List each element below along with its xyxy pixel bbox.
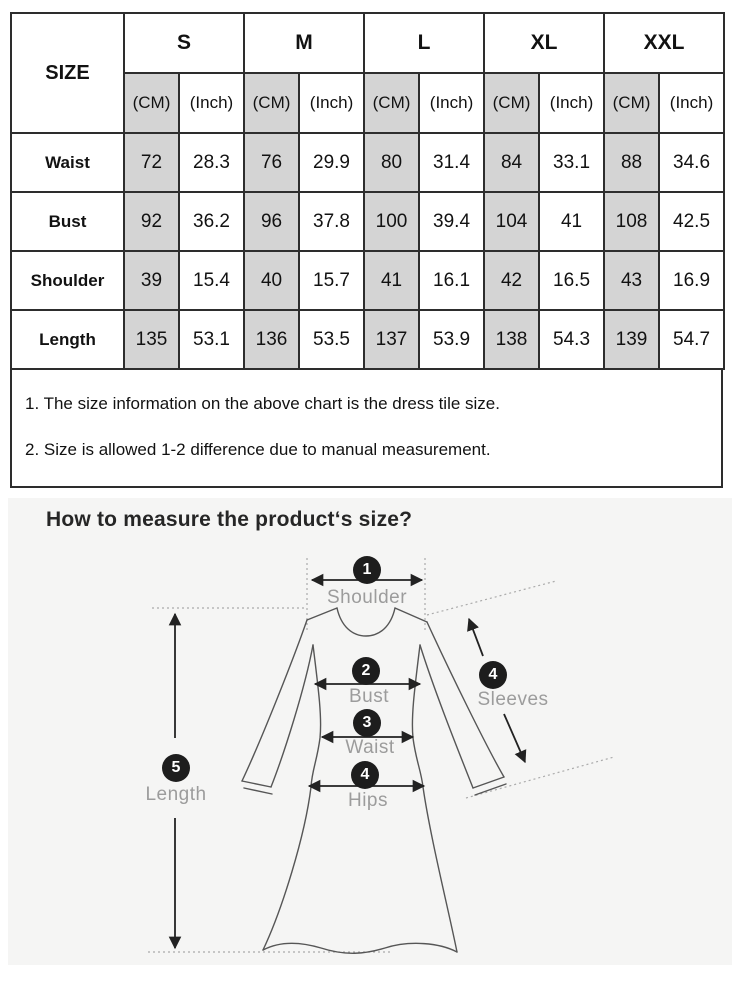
size-value-cell: 16.5 — [538, 250, 606, 311]
size-value-cell: 43 — [603, 250, 661, 311]
size-col-header-s: S — [122, 12, 246, 74]
size-value-cell: 100 — [363, 191, 421, 252]
measurement-arrows — [168, 573, 527, 950]
unit-header-cm: (CM) — [123, 72, 180, 134]
size-value-cell: 16.1 — [418, 250, 486, 311]
size-header-row: SIZE S M L XL XXL — [10, 12, 726, 134]
size-value-cell: 28.3 — [177, 132, 246, 193]
size-value-cell: 54.3 — [538, 309, 606, 370]
size-value-cell: 80 — [363, 132, 421, 193]
marker-label-shoulder: Shoulder — [326, 587, 408, 608]
marker-circle-length: 5 — [162, 754, 190, 782]
row-label-waist: Waist — [10, 132, 125, 193]
size-value-cell: 72 — [123, 132, 180, 193]
table-row-shoulder: Shoulder 39 15.4 40 15.7 41 16.1 42 16.5… — [10, 250, 726, 311]
size-value-cell: 15.7 — [298, 250, 366, 311]
size-corner-header: SIZE — [10, 12, 125, 134]
marker-label-waist: Waist — [345, 737, 395, 758]
size-value-cell: 39.4 — [418, 191, 486, 252]
size-value-cell: 88 — [603, 132, 661, 193]
marker-circle-shoulder: 1 — [353, 556, 381, 584]
table-row-waist: Waist 72 28.3 76 29.9 80 31.4 84 33.1 88… — [10, 132, 726, 193]
size-value-cell: 137 — [363, 309, 421, 370]
unit-header-inch: (Inch) — [658, 72, 726, 134]
size-value-cell: 139 — [603, 309, 661, 370]
size-value-cell: 29.9 — [298, 132, 366, 193]
unit-header-cm: (CM) — [363, 72, 421, 134]
size-value-cell: 138 — [483, 309, 541, 370]
size-value-cell: 34.6 — [658, 132, 726, 193]
unit-header-inch: (Inch) — [538, 72, 606, 134]
notes-box: 1. The size information on the above cha… — [10, 368, 723, 488]
marker-label-bust: Bust — [348, 686, 390, 707]
size-value-cell: 53.9 — [418, 309, 486, 370]
marker-circle-sleeves: 4 — [479, 661, 507, 689]
table-row-length: Length 135 53.1 136 53.5 137 53.9 138 54… — [10, 309, 726, 370]
table-row-bust: Bust 92 36.2 96 37.8 100 39.4 104 41 108… — [10, 191, 726, 252]
size-value-cell: 136 — [243, 309, 301, 370]
marker-circle-hips: 4 — [351, 761, 379, 789]
size-value-cell: 92 — [123, 191, 180, 252]
unit-header-inch: (Inch) — [177, 72, 246, 134]
unit-header-inch: (Inch) — [418, 72, 486, 134]
size-chart-table: SIZE S M L XL XXL (CM) (Inch) (CM) (Inch… — [10, 12, 726, 370]
dress-measurement-diagram — [148, 558, 615, 954]
unit-header-cm: (CM) — [243, 72, 301, 134]
row-label-shoulder: Shoulder — [10, 250, 125, 311]
measure-guide-title: How to measure the product‘s size? — [46, 508, 413, 531]
size-value-cell: 37.8 — [298, 191, 366, 252]
size-value-cell: 33.1 — [538, 132, 606, 193]
size-value-cell: 36.2 — [177, 191, 246, 252]
unit-header-inch: (Inch) — [298, 72, 366, 134]
note-1: 1. The size information on the above cha… — [25, 394, 500, 413]
marker-label-length: Length — [145, 784, 207, 805]
marker-circle-bust: 2 — [352, 657, 380, 685]
marker-label-sleeves: Sleeves — [477, 689, 549, 710]
size-value-cell: 84 — [483, 132, 541, 193]
size-value-cell: 108 — [603, 191, 661, 252]
marker-circle-waist: 3 — [353, 709, 381, 737]
size-value-cell: 15.4 — [177, 250, 246, 311]
size-value-cell: 54.7 — [658, 309, 726, 370]
dress-outline — [241, 607, 507, 954]
size-value-cell: 53.1 — [177, 309, 246, 370]
size-col-header-m: M — [243, 12, 366, 74]
size-value-cell: 39 — [123, 250, 180, 311]
size-col-header-xl: XL — [483, 12, 606, 74]
unit-header-cm: (CM) — [483, 72, 541, 134]
size-col-header-xxl: XXL — [603, 12, 726, 74]
size-value-cell: 16.9 — [658, 250, 726, 311]
unit-header-cm: (CM) — [603, 72, 661, 134]
size-value-cell: 31.4 — [418, 132, 486, 193]
size-value-cell: 76 — [243, 132, 301, 193]
note-2: 2. Size is allowed 1-2 difference due to… — [25, 440, 491, 459]
size-value-cell: 104 — [483, 191, 541, 252]
measure-guide-panel: How to measure the product‘s size? — [8, 498, 732, 965]
marker-label-hips: Hips — [347, 790, 389, 811]
row-label-bust: Bust — [10, 191, 125, 252]
size-value-cell: 53.5 — [298, 309, 366, 370]
size-value-cell: 42.5 — [658, 191, 726, 252]
size-value-cell: 41 — [538, 191, 606, 252]
size-value-cell: 40 — [243, 250, 301, 311]
row-label-length: Length — [10, 309, 125, 370]
size-value-cell: 41 — [363, 250, 421, 311]
size-value-cell: 96 — [243, 191, 301, 252]
unit-header-row: (CM) (Inch) (CM) (Inch) (CM) (Inch) (CM)… — [11, 72, 726, 134]
size-value-cell: 135 — [123, 309, 180, 370]
dotted-guide-lines — [148, 558, 615, 953]
size-value-cell: 42 — [483, 250, 541, 311]
size-col-header-l: L — [363, 12, 486, 74]
